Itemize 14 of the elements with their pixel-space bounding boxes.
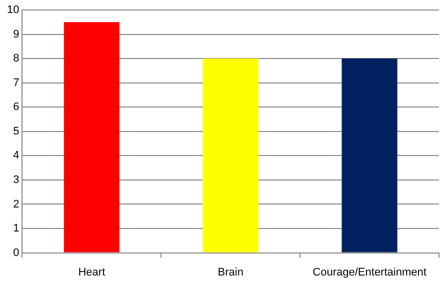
y-tick-label: 10 (6, 4, 20, 16)
y-tick-label: 7 (13, 76, 20, 89)
y-tick-label: 3 (13, 174, 20, 186)
y-tick-label: 5 (13, 125, 20, 138)
y-tick-label: 0 (13, 246, 20, 259)
x-tick-label: Courage/Entertainment (312, 266, 426, 278)
x-tick-label: Brain (218, 266, 244, 278)
y-tick-label: 2 (13, 198, 20, 210)
y-tick-label: 1 (13, 222, 20, 235)
y-tick-label: 4 (13, 150, 20, 162)
y-tick-label: 9 (13, 28, 20, 40)
y-tick-label: 6 (13, 101, 20, 114)
y-tick-label: 8 (13, 52, 20, 65)
x-tick-label: Heart (78, 266, 106, 278)
